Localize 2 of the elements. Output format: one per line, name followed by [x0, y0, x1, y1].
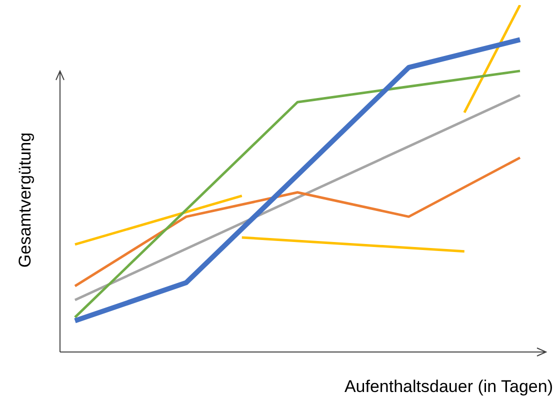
- x-axis-title: Aufenthaltsdauer (in Tagen): [344, 377, 553, 396]
- y-axis-title: Gesamtvergütung: [16, 132, 35, 268]
